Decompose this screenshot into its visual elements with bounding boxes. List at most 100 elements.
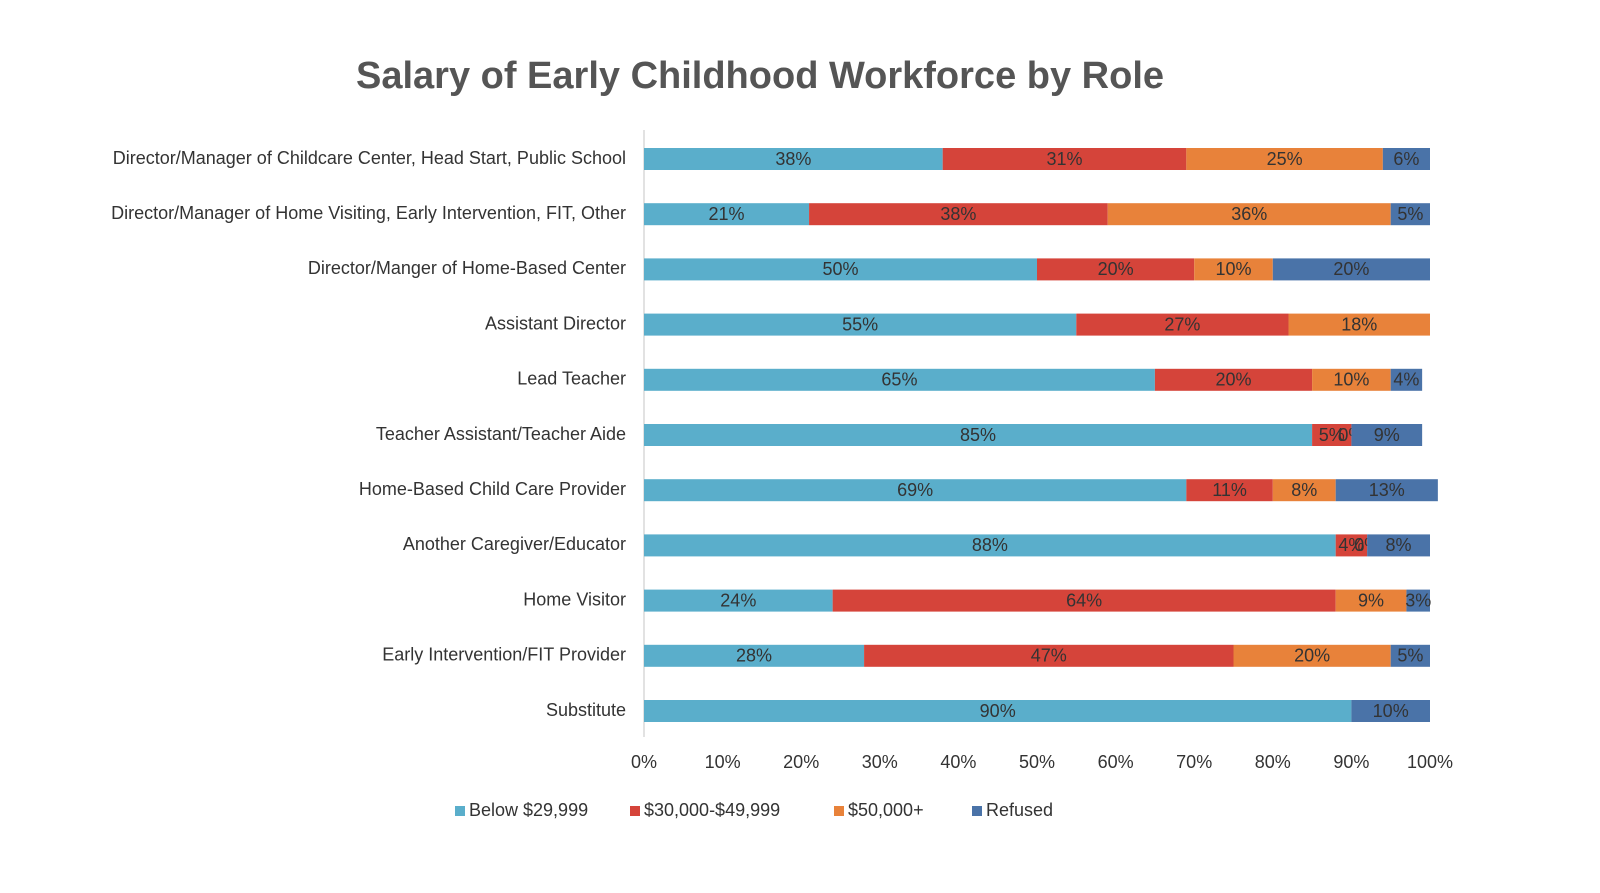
data-label: 64% [1066,590,1102,610]
bar-segment [1351,700,1430,722]
bar-segment [1390,644,1430,667]
data-label: 36% [1231,204,1267,224]
data-label: 20% [1294,646,1330,666]
category-label: Lead Teacher [517,369,626,389]
bar-segment [1335,479,1438,502]
data-label: 20% [1333,259,1369,279]
bar-segment [809,203,1108,226]
bar-segment [644,589,833,612]
legend-swatch [630,806,640,816]
data-label: 90% [980,701,1016,721]
bar-segment [644,424,1313,446]
bar-segment [1186,479,1273,502]
category-label: Substitute [546,700,626,720]
data-label: 9% [1374,425,1400,445]
bar-segment [644,148,943,170]
x-tick-label: 30% [862,752,898,772]
data-label: 8% [1386,535,1412,555]
x-tick-label: 70% [1176,752,1212,772]
bar-segment [644,644,865,667]
chart-title: Salary of Early Childhood Workforce by R… [356,55,1164,97]
data-label: 4% [1338,535,1364,555]
data-label: 4% [1393,370,1419,390]
category-label: Early Intervention/FIT Provider [382,645,626,665]
x-tick-label: 0% [631,752,657,772]
data-label: 6% [1393,149,1419,169]
category-label: Another Caregiver/Educator [403,534,626,554]
data-label: 38% [775,149,811,169]
data-label: 38% [940,204,976,224]
data-label: 5% [1397,204,1423,224]
x-tick-label: 60% [1098,752,1134,772]
bar-segment [832,589,1336,612]
data-label: 69% [897,480,933,500]
data-label: 21% [709,204,745,224]
bar-segment [644,700,1352,722]
bar-segment [1194,258,1273,281]
legend-label: Refused [986,800,1053,820]
data-label: 5% [1319,425,1345,445]
category-label: Home-Based Child Care Provider [359,479,626,499]
bar-segment [644,534,1336,557]
bar-segment [644,368,1155,391]
bar-segment [1272,258,1430,281]
bar-segment [1382,148,1430,170]
x-tick-label: 40% [940,752,976,772]
bar-segment [644,258,1037,281]
bar-segment [1351,424,1423,446]
x-tick-label: 80% [1255,752,1291,772]
x-tick-label: 100% [1407,752,1453,772]
bar-segment [1335,534,1368,557]
bar-segment [1037,258,1195,281]
x-tick-label: 90% [1333,752,1369,772]
data-label: 25% [1267,149,1303,169]
bar-segment [1272,479,1336,502]
category-label: Director/Manger of Home-Based Center [308,258,626,278]
bar-segment [1233,644,1391,667]
data-label: 85% [960,425,996,445]
bar-segment [644,479,1187,502]
bar-segment [1312,424,1352,446]
data-label: 20% [1098,259,1134,279]
data-label: 8% [1291,480,1317,500]
data-label: 31% [1046,149,1082,169]
data-label: 10% [1333,370,1369,390]
data-label: 65% [881,370,917,390]
bar-segment [1154,368,1313,391]
category-label: Assistant Director [485,313,626,333]
data-label: 5% [1397,646,1423,666]
category-label: Director/Manager of Home Visiting, Early… [111,203,626,223]
data-label: 24% [720,590,756,610]
data-label: 10% [1373,701,1409,721]
bar-segment [1288,313,1430,336]
data-label: 20% [1215,370,1251,390]
category-label: Home Visitor [523,589,626,609]
legend-swatch [834,806,844,816]
data-label: 13% [1369,480,1405,500]
bar-segment [1335,589,1407,612]
bar-segment [1406,589,1430,612]
x-tick-label: 10% [705,752,741,772]
x-tick-label: 20% [783,752,819,772]
legend-swatch [455,806,465,816]
legend-label: $30,000-$49,999 [644,800,780,820]
bar-segment [1076,313,1289,336]
legend-label: $50,000+ [848,800,924,820]
bar-segment [1312,368,1391,391]
legend-swatch [972,806,982,816]
x-tick-label: 50% [1019,752,1055,772]
bar-segment [942,148,1187,170]
data-label: 28% [736,646,772,666]
data-label: 88% [972,535,1008,555]
bar-segment [644,313,1077,336]
bar-segment [864,644,1234,667]
data-label: 55% [842,314,878,334]
category-label: Director/Manager of Childcare Center, He… [113,148,626,168]
category-label: Teacher Assistant/Teacher Aide [376,424,626,444]
bar-segment [644,203,810,226]
data-label: 27% [1164,314,1200,334]
bar-segment [1390,368,1423,391]
bar-segment [1390,203,1430,226]
data-label: 3% [1405,590,1431,610]
